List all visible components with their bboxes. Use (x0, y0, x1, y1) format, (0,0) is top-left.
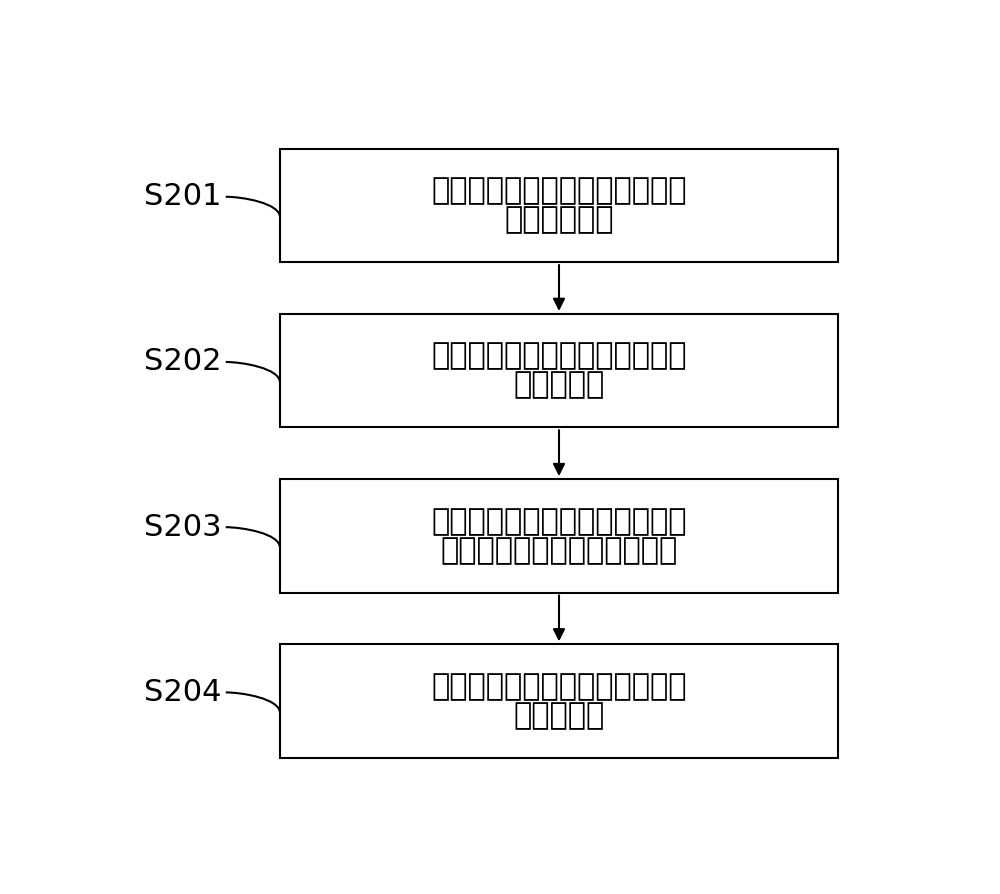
Bar (280, 479, 838, 593)
Text: 为防火分区: 为防火分区 (513, 701, 605, 730)
Text: S203: S203 (144, 512, 222, 542)
Text: 束端点坐标: 束端点坐标 (513, 370, 605, 400)
Text: S202: S202 (144, 348, 222, 376)
Text: 将分区多段线中包含的区域划分: 将分区多段线中包含的区域划分 (431, 672, 687, 701)
Bar (280, 314, 838, 427)
Bar (280, 645, 838, 758)
Text: 的所有多段线: 的所有多段线 (504, 206, 614, 234)
Text: S201: S201 (144, 182, 222, 211)
Text: S204: S204 (144, 678, 222, 707)
Text: 筛选出起始端点和结束端点坐标: 筛选出起始端点和结束端点坐标 (431, 507, 687, 536)
Bar (280, 148, 838, 262)
Text: 相等的多段线作为分区多段线: 相等的多段线作为分区多段线 (440, 536, 678, 565)
Text: 获取所有多段线的起始端点和结: 获取所有多段线的起始端点和结 (431, 342, 687, 371)
Text: 获取图层标签为预设分区图层中: 获取图层标签为预设分区图层中 (431, 176, 687, 206)
